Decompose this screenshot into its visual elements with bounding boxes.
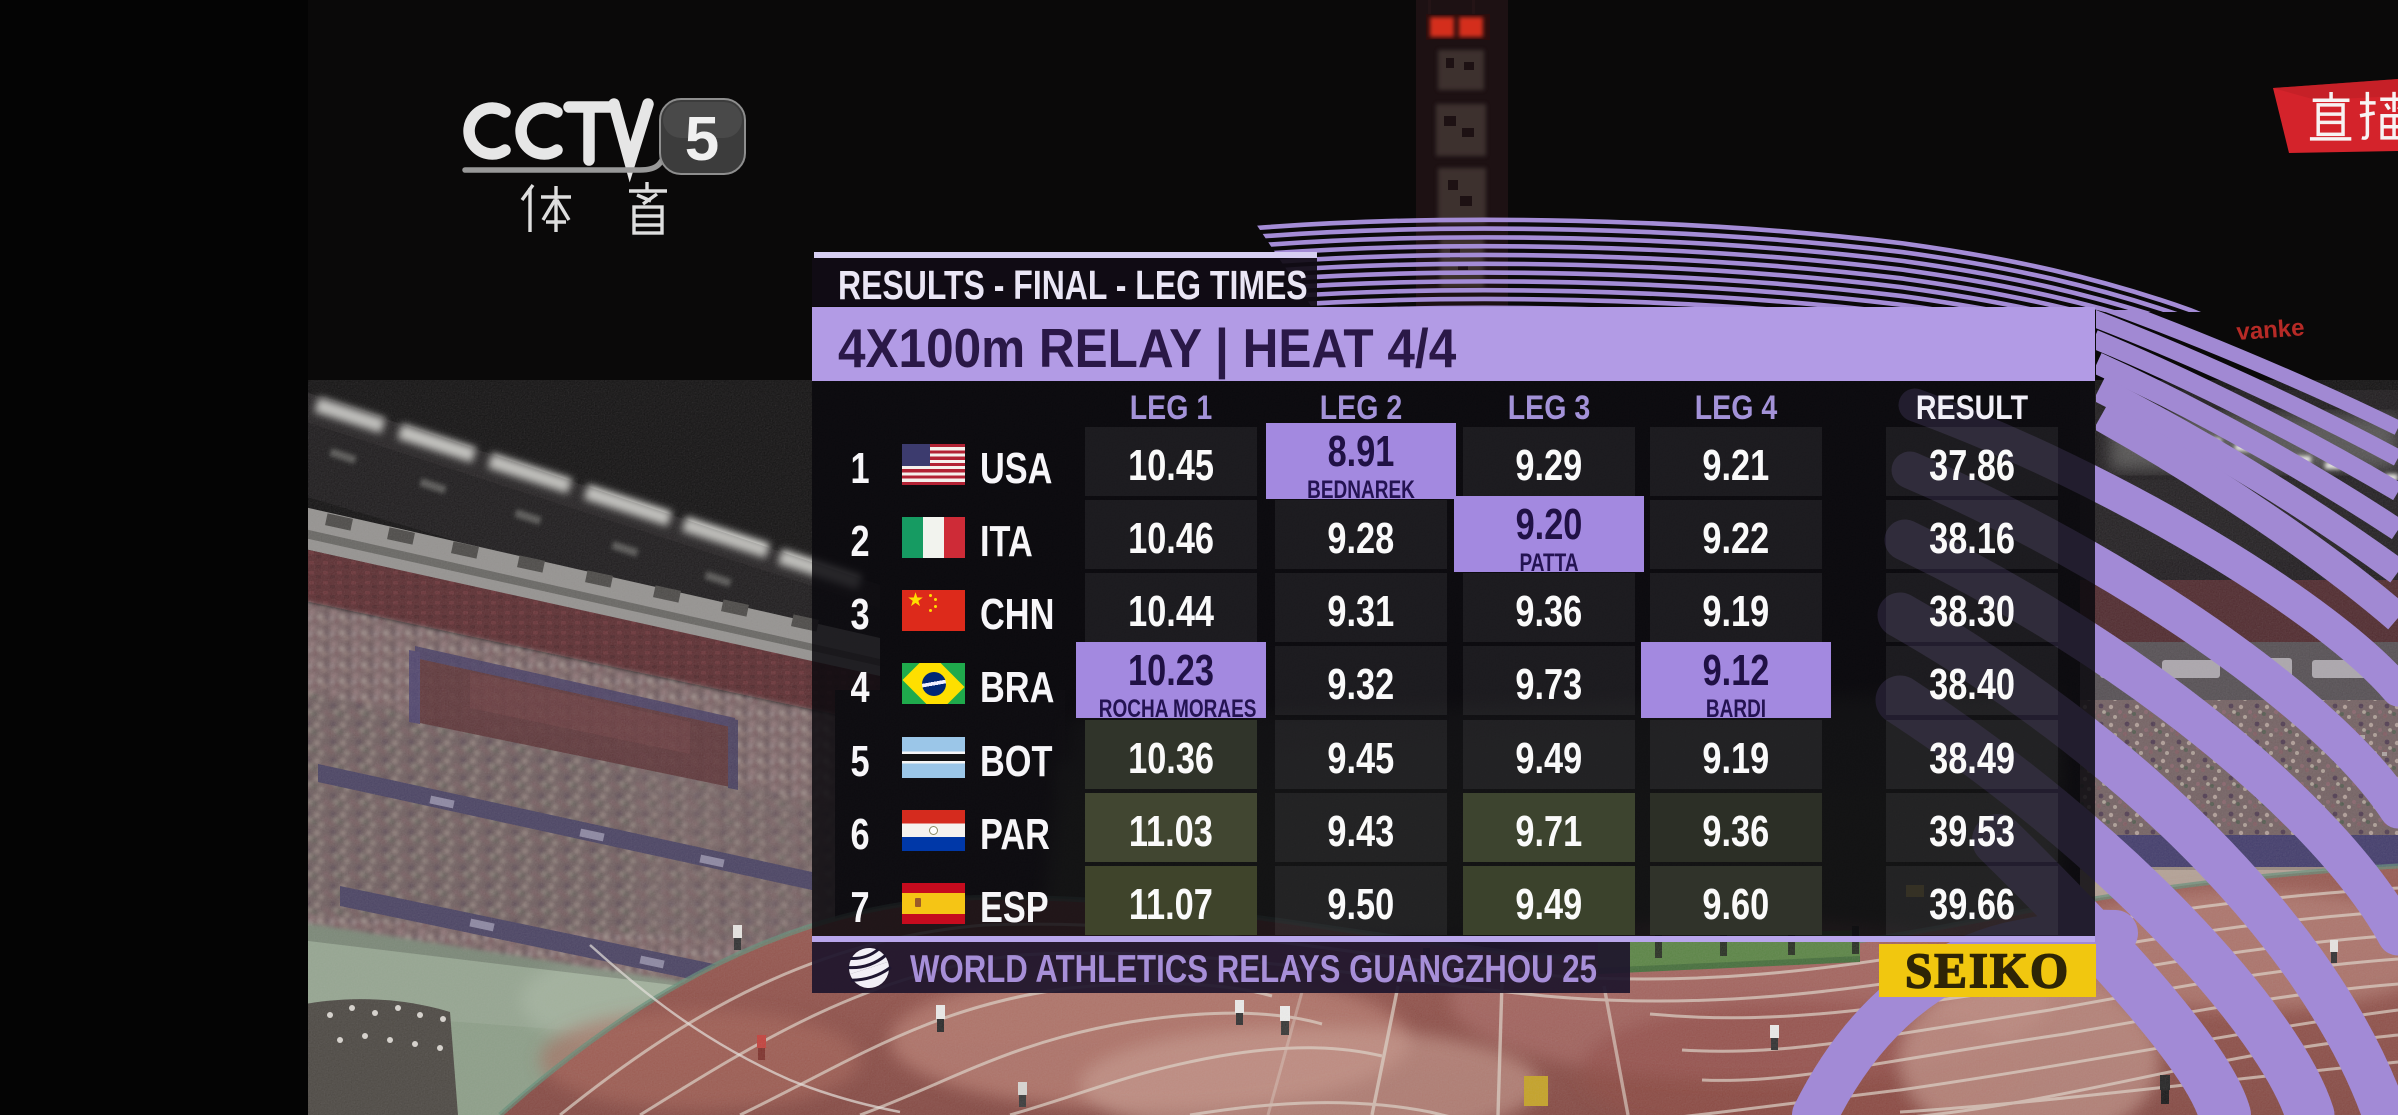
svg-text:5: 5: [685, 105, 719, 174]
svg-text:vanke: vanke: [2236, 314, 2306, 346]
